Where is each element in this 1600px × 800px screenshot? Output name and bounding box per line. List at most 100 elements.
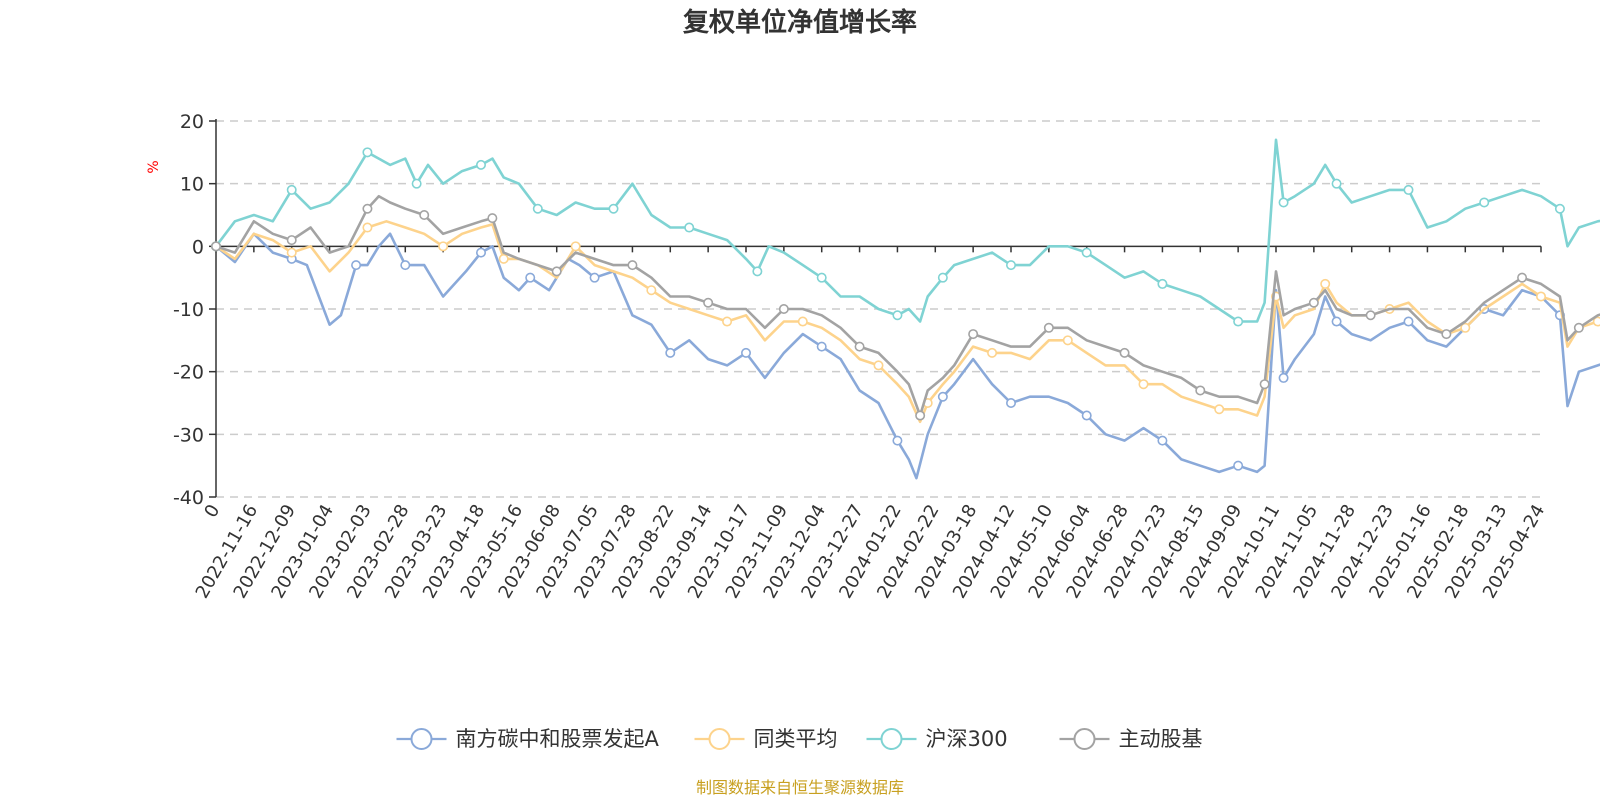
- data-point: [740, 347, 751, 358]
- y-tick-label: 0: [192, 236, 204, 258]
- data-point: [1278, 372, 1289, 383]
- data-point: [915, 410, 926, 421]
- data-point: [532, 203, 543, 214]
- data-point: [778, 303, 789, 314]
- data-point: [1119, 347, 1130, 358]
- data-point: [684, 222, 695, 233]
- data-point: [1233, 316, 1244, 327]
- data-point: [438, 241, 449, 252]
- data-point: [589, 272, 600, 283]
- data-point: [286, 235, 297, 246]
- data-point: [211, 241, 222, 252]
- grid-lines: [209, 120, 1541, 498]
- data-point: [1005, 260, 1016, 271]
- y-tick-label: -20: [173, 362, 204, 384]
- data-point: [1195, 385, 1206, 396]
- data-point: [665, 347, 676, 358]
- series-lines: [211, 138, 1600, 480]
- data-point: [722, 316, 733, 327]
- data-point: [1157, 278, 1168, 289]
- data-point: [1403, 184, 1414, 195]
- data-point: [1479, 197, 1490, 208]
- data-point: [475, 159, 486, 170]
- y-tick-label: -40: [173, 487, 204, 509]
- data-point: [854, 341, 865, 352]
- y-tick-label: 20: [180, 111, 204, 133]
- data-point: [351, 260, 362, 271]
- data-point: [608, 203, 619, 214]
- data-point: [937, 272, 948, 283]
- data-point: [498, 253, 509, 264]
- series-0: [211, 232, 1600, 480]
- legend-label: 沪深300: [926, 727, 1008, 751]
- legend-item[interactable]: 同类平均: [694, 727, 838, 751]
- legend-item[interactable]: 沪深300: [866, 727, 1008, 751]
- data-point: [627, 260, 638, 271]
- series-1: [211, 220, 1600, 424]
- data-point: [286, 247, 297, 258]
- chart-title: 复权单位净值增长率: [683, 7, 917, 38]
- series-line: [214, 138, 1600, 323]
- y-tick-label: -30: [173, 424, 204, 446]
- series-line: [215, 220, 1600, 424]
- data-point: [1043, 322, 1054, 333]
- data-point: [1592, 316, 1600, 327]
- data-point: [1441, 329, 1452, 340]
- y-tick-label: 10: [180, 174, 204, 196]
- data-point: [1062, 335, 1073, 346]
- data-point: [1278, 197, 1289, 208]
- data-point: [892, 310, 903, 321]
- data-point: [937, 391, 948, 402]
- data-point: [400, 260, 411, 271]
- legend-marker-icon: [1073, 728, 1096, 750]
- data-point: [362, 147, 373, 158]
- legend-item[interactable]: 南方碳中和股票发起A: [396, 727, 660, 751]
- data-point: [816, 272, 827, 283]
- data-point: [1403, 316, 1414, 327]
- data-point: [1233, 460, 1244, 471]
- y-axis-labels: 20 10 0 -10 -20 -30 -40: [173, 111, 204, 509]
- data-point: [1365, 310, 1376, 321]
- data-point: [1460, 322, 1471, 333]
- data-point: [1138, 379, 1149, 390]
- data-point: [487, 213, 498, 224]
- data-point: [1331, 316, 1342, 327]
- data-point: [475, 247, 486, 258]
- data-point: [1308, 297, 1319, 308]
- data-point: [1331, 178, 1342, 189]
- legend-marker-icon: [880, 728, 903, 750]
- data-point: [1214, 404, 1225, 415]
- data-point: [1081, 410, 1092, 421]
- data-point: [1157, 435, 1168, 446]
- data-point: [286, 184, 297, 195]
- data-point: [362, 222, 373, 233]
- data-point: [1320, 278, 1331, 289]
- data-point: [892, 435, 903, 446]
- data-point: [1005, 397, 1016, 408]
- data-point: [411, 178, 422, 189]
- y-tick-label: -10: [173, 299, 204, 321]
- data-point: [1259, 379, 1270, 390]
- data-point: [1517, 272, 1528, 283]
- data-point: [362, 203, 373, 214]
- data-point: [419, 210, 430, 221]
- series-3: [211, 194, 1600, 421]
- series-line: [215, 232, 1600, 480]
- data-point: [1081, 247, 1092, 258]
- legend-item[interactable]: 主动股基: [1059, 727, 1203, 751]
- legend-marker-icon: [708, 728, 731, 750]
- data-point: [570, 241, 581, 252]
- data-point: [752, 266, 763, 277]
- data-point: [1554, 203, 1565, 214]
- series-line: [215, 194, 1600, 417]
- data-point: [646, 285, 657, 296]
- x-tick-label: 0: [200, 501, 224, 521]
- x-axis-labels: 02022-11-162022-12-092023-01-042023-02-0…: [192, 501, 1550, 602]
- data-point: [703, 297, 714, 308]
- data-point: [1573, 322, 1584, 333]
- data-point: [968, 329, 979, 340]
- legend[interactable]: 南方碳中和股票发起A 同类平均 沪深300 主动股基: [396, 727, 1203, 751]
- data-point: [987, 347, 998, 358]
- legend-label: 南方碳中和股票发起A: [456, 727, 660, 751]
